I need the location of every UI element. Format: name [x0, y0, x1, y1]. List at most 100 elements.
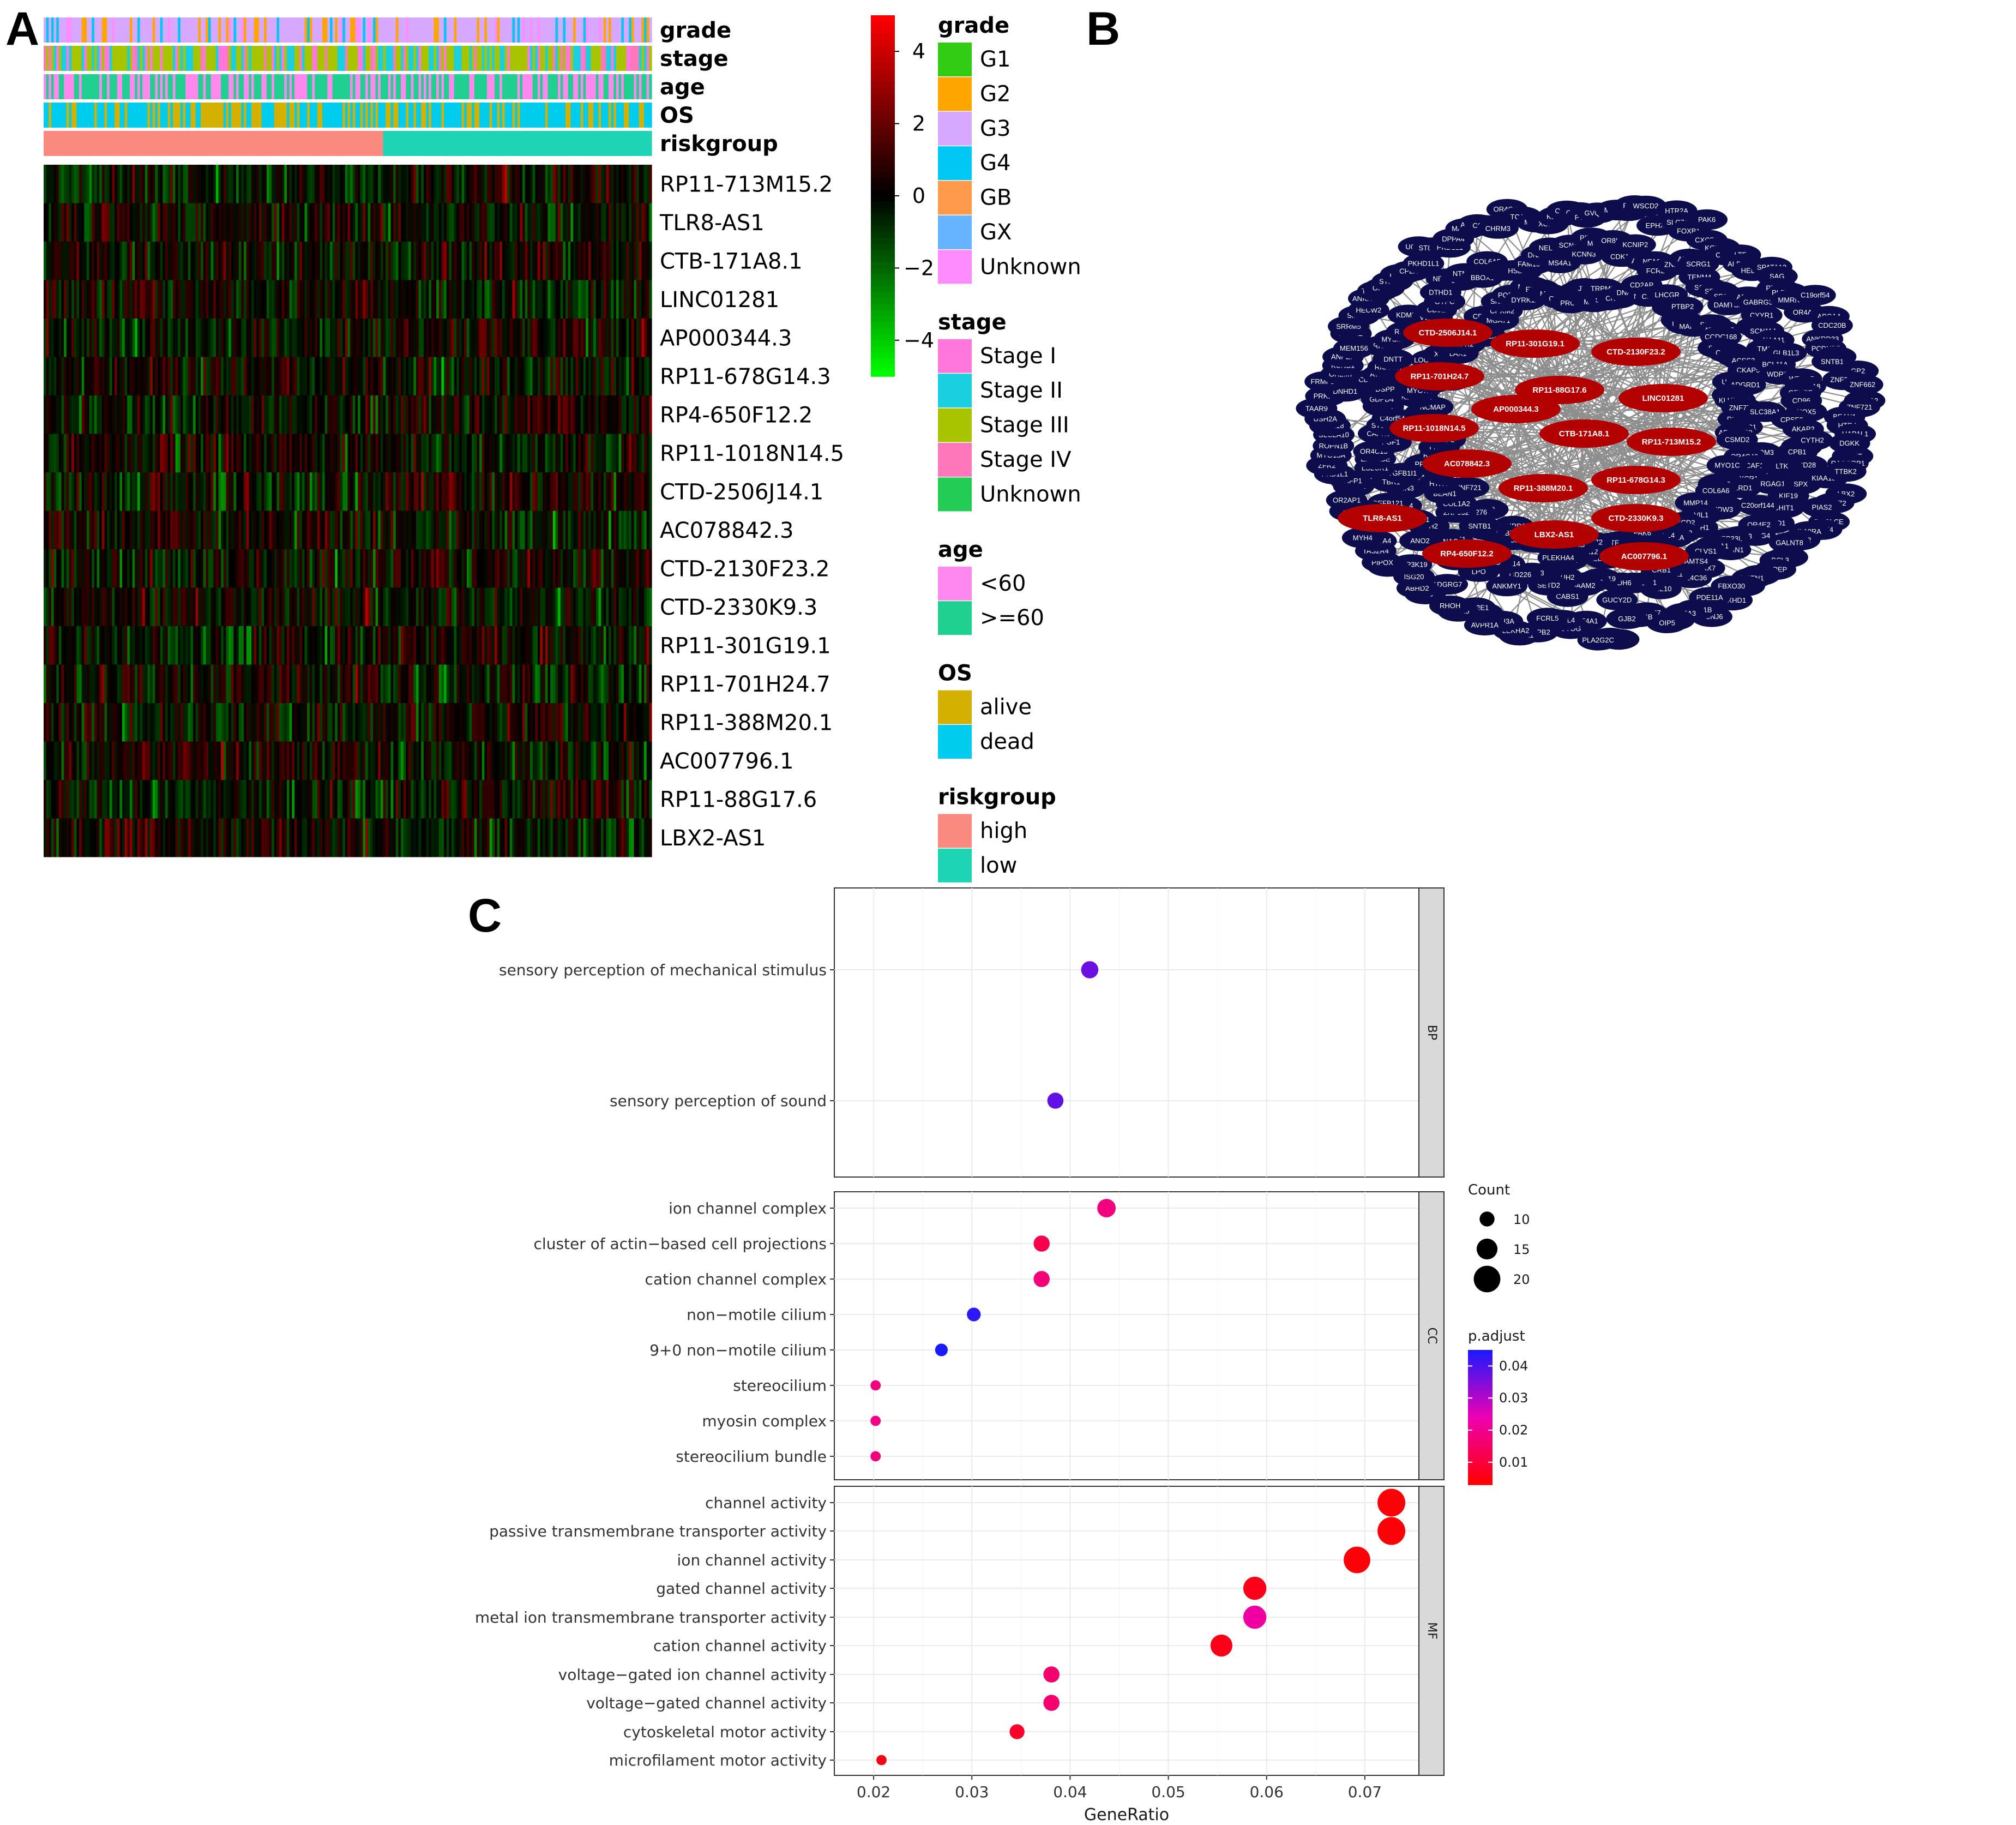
annotation-cell [372, 46, 376, 71]
heatmap-cell [401, 626, 404, 665]
annotation-cell [215, 103, 219, 128]
heatmap-cell [378, 549, 381, 588]
heatmap-cell [583, 357, 586, 396]
heatmap-cell [210, 511, 214, 550]
heatmap-cell [94, 242, 98, 280]
annotation-cell [223, 46, 227, 71]
annotation-cell [292, 131, 295, 156]
annotation-cell [416, 46, 419, 71]
heatmap-cell [307, 357, 310, 396]
heatmap-cell [386, 242, 389, 280]
heatmap-cell [421, 703, 424, 742]
heatmap-cell [380, 549, 384, 588]
heatmap-cell [401, 280, 404, 319]
heatmap-cell [279, 664, 282, 704]
annotation-cell [517, 103, 521, 128]
heatmap-cell [266, 472, 270, 511]
heatmap-cell [426, 511, 429, 550]
heatmap-cell [418, 549, 422, 588]
heatmap-cell [472, 472, 475, 511]
annotation-cell [163, 17, 166, 43]
annotation-cell [418, 103, 422, 128]
heatmap-cell [570, 242, 574, 280]
heatmap-cell [302, 203, 305, 242]
heatmap-cell [104, 703, 107, 742]
heatmap-cell [324, 587, 328, 627]
annotation-cell [66, 103, 70, 128]
heatmap-cell [183, 511, 186, 550]
heatmap-cell [355, 741, 358, 781]
heatmap-cell [484, 664, 488, 704]
annotation-cell [226, 103, 229, 128]
annotation-cell [418, 74, 422, 99]
annotation-cell [86, 46, 90, 71]
heatmap-cell [142, 664, 146, 704]
heatmap-cell [621, 242, 624, 280]
heatmap-cell [472, 280, 475, 319]
heatmap-cell [423, 165, 427, 203]
heatmap-cell [370, 434, 374, 473]
annotation-cell [380, 17, 384, 43]
annotation-cell [492, 103, 495, 128]
heatmap-cell [218, 626, 221, 665]
annotation-cell [195, 46, 198, 71]
heatmap-cell [97, 242, 100, 280]
heatmap-cell [347, 549, 351, 588]
heatmap-cell [378, 203, 381, 242]
annotation-cell [281, 17, 285, 43]
heatmap-cell [274, 664, 278, 704]
heatmap-cell [649, 434, 652, 473]
heatmap-cell [332, 472, 335, 511]
heatmap-cell [150, 319, 153, 357]
heatmap-cell [254, 395, 257, 434]
heatmap-cell [190, 203, 194, 242]
heatmap-cell [639, 626, 642, 665]
annotation-cell [53, 131, 57, 156]
heatmap-cell [401, 511, 404, 550]
heatmap-cell [479, 395, 483, 434]
annotation-cell [441, 131, 444, 156]
heatmap-cell [92, 626, 95, 665]
heatmap-cell [122, 741, 125, 781]
heatmap-cell [145, 357, 148, 396]
heatmap-cell [411, 434, 414, 473]
heatmap-cell [358, 280, 361, 319]
annotation-cell [497, 46, 500, 71]
annotation-cell [623, 103, 627, 128]
heatmap-cell [117, 280, 120, 319]
heatmap-cell [94, 165, 98, 203]
heatmap-cell [185, 664, 189, 704]
heatmap-cell [254, 587, 257, 627]
heatmap-cell [360, 664, 363, 704]
heatmap-cell [507, 280, 510, 319]
annotation-cell [264, 131, 267, 156]
annotation-cell [522, 46, 526, 71]
heatmap-cell [403, 626, 406, 665]
heatmap-cell [158, 242, 161, 280]
heatmap-cell [53, 549, 57, 588]
heatmap-cell [115, 703, 118, 742]
heatmap-cell [51, 165, 55, 203]
heatmap-cell [393, 319, 396, 357]
heatmap-cell [565, 395, 569, 434]
heatmap-cell [438, 549, 442, 588]
heatmap-cell [532, 395, 535, 434]
annotation-cell [122, 103, 125, 128]
heatmap-cell [454, 434, 457, 473]
heatmap-cell [329, 703, 333, 742]
heatmap-cell [140, 626, 143, 665]
annotation-cell [89, 17, 92, 43]
heatmap-cell [238, 165, 242, 203]
heatmap-cell [124, 357, 128, 396]
heatmap-cell [434, 280, 437, 319]
heatmap-cell [583, 395, 586, 434]
annotation-cell [370, 46, 374, 71]
heatmap-cell [431, 280, 435, 319]
heatmap-cell [115, 165, 118, 203]
heatmap-cell [51, 242, 55, 280]
annotation-cell [97, 103, 100, 128]
annotation-cell [112, 103, 115, 128]
heatmap-cell [623, 511, 627, 550]
heatmap-cell [241, 395, 244, 434]
annotation-cell [142, 131, 146, 156]
